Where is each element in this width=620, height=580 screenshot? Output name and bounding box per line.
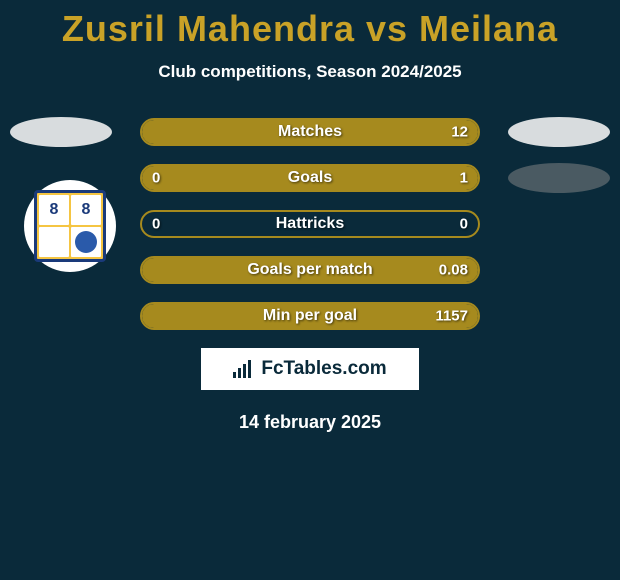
stat-value-right: 1157 — [435, 308, 468, 325]
stat-value-right: 12 — [451, 124, 468, 141]
stat-bar: Matches 12 — [140, 118, 480, 146]
page-subtitle: Club competitions, Season 2024/2025 — [0, 62, 620, 82]
stat-bar: 0 Goals 1 — [140, 164, 480, 192]
stat-bar: Min per goal 1157 — [140, 302, 480, 330]
stat-value-left: 0 — [152, 170, 160, 187]
soccer-ball-icon — [75, 231, 97, 253]
stat-value-right: 0 — [460, 216, 468, 233]
stat-bar: 0 Hattricks 0 — [140, 210, 480, 238]
brand-text: FcTables.com — [261, 358, 386, 380]
badge-number-top2: 8 — [71, 195, 101, 225]
bar-chart-icon — [233, 360, 255, 378]
page-title: Zusril Mahendra vs Meilana — [0, 0, 620, 50]
stat-label: Min per goal — [263, 307, 357, 325]
player-ellipse-right — [508, 117, 610, 147]
stat-label: Hattricks — [276, 215, 344, 233]
stat-value-right: 0.08 — [439, 262, 468, 279]
footer-date: 14 february 2025 — [0, 412, 620, 433]
stat-label: Goals per match — [247, 261, 372, 279]
stat-row: Matches 12 — [0, 118, 620, 146]
stat-label: Goals — [288, 169, 332, 187]
player-ellipse-left — [10, 117, 112, 147]
badge-shield-icon: 8 8 — [34, 190, 106, 262]
badge-number-top: 8 — [39, 195, 69, 225]
stat-value-left: 0 — [152, 216, 160, 233]
stat-row: Min per goal 1157 — [0, 302, 620, 330]
brand-attribution: FcTables.com — [201, 348, 419, 390]
badge-blank — [39, 227, 69, 257]
player-ellipse-right — [508, 163, 610, 193]
club-badge: 8 8 — [24, 180, 116, 272]
stat-bar: Goals per match 0.08 — [140, 256, 480, 284]
badge-ball-cell — [71, 227, 101, 257]
stat-value-right: 1 — [460, 170, 468, 187]
stat-label: Matches — [278, 123, 342, 141]
